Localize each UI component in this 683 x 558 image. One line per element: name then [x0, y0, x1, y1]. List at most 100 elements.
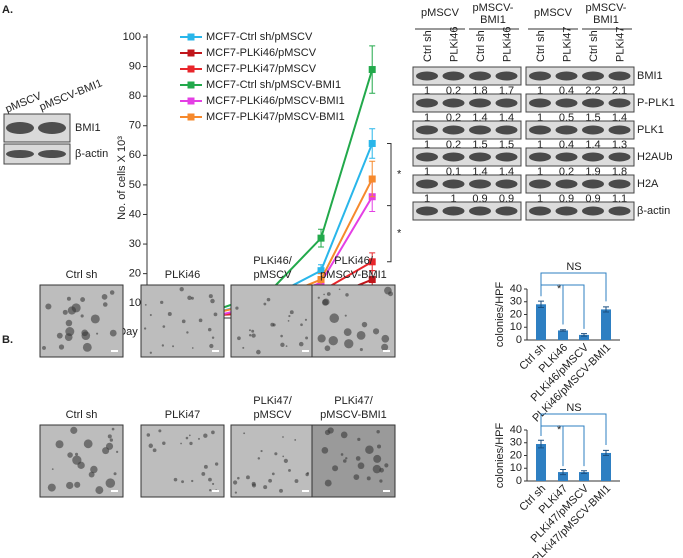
blot-band — [582, 98, 604, 108]
colony — [65, 319, 73, 327]
group-label: pMSCV — [421, 7, 460, 19]
legend-marker — [187, 113, 195, 121]
colony — [268, 478, 272, 483]
legend-label: MCF7-PLKi47/pMSCV — [206, 63, 317, 75]
colony — [235, 306, 239, 310]
colony — [179, 287, 184, 292]
colony — [329, 313, 340, 323]
colony-image — [39, 284, 124, 358]
y-tick-label: 0 — [516, 334, 522, 346]
colony — [237, 336, 241, 341]
error-bar — [581, 470, 587, 474]
blot-band — [416, 125, 438, 135]
y-tick-label: 20 — [129, 268, 141, 280]
colony — [173, 477, 178, 482]
band-quant: 1 — [537, 139, 543, 151]
blot-band — [608, 125, 631, 135]
blot-band — [469, 71, 491, 81]
legend-marker — [187, 97, 195, 105]
y-tick-label: 70 — [129, 120, 141, 132]
image-label: pMSCV — [254, 409, 293, 421]
colony — [361, 321, 368, 328]
y-tick-label: 30 — [129, 238, 141, 250]
colony — [326, 292, 331, 296]
colony — [317, 334, 326, 343]
blot-band — [495, 98, 518, 108]
blot-band — [6, 122, 34, 134]
colony — [344, 339, 354, 349]
colony — [365, 445, 374, 455]
band-quant: 1 — [537, 166, 543, 178]
blot-band — [555, 152, 578, 162]
colony — [191, 347, 194, 349]
blot-band — [582, 152, 604, 162]
colony — [88, 471, 95, 478]
row-label: PLK1 — [637, 124, 664, 136]
blot-band — [582, 125, 604, 135]
annotation: * — [397, 228, 402, 240]
image-label: PLKi47/ — [334, 395, 373, 407]
colony — [289, 310, 294, 315]
blot-band — [416, 71, 438, 81]
y-tick-label: 40 — [510, 424, 522, 436]
colony — [189, 441, 193, 446]
colony — [146, 433, 151, 437]
colony — [203, 464, 208, 469]
blot-band — [442, 125, 465, 135]
colony — [376, 429, 380, 434]
blot-strip — [525, 174, 635, 194]
colony — [256, 349, 261, 355]
colony — [248, 329, 251, 332]
blot-band — [442, 179, 465, 189]
colony — [74, 481, 81, 488]
error-bar — [603, 449, 609, 456]
colony — [208, 294, 213, 299]
colony — [56, 332, 63, 339]
error-bar — [560, 329, 566, 332]
series-marker — [368, 66, 376, 74]
significance-bracket — [387, 142, 392, 263]
blot-band — [608, 179, 631, 189]
colony — [149, 351, 152, 354]
blot-strip — [412, 93, 522, 113]
blot-strip — [412, 66, 522, 86]
colony — [381, 343, 389, 351]
colony — [55, 440, 64, 449]
colony — [80, 314, 84, 318]
y-tick-label: 80 — [129, 90, 141, 102]
y-tick-label: 40 — [129, 208, 141, 220]
colony — [263, 302, 267, 306]
colony — [304, 318, 308, 321]
blot-band — [555, 125, 578, 135]
colony — [75, 452, 79, 456]
blot-strip — [412, 174, 522, 194]
colony — [328, 335, 338, 346]
colony — [58, 344, 65, 350]
colony — [211, 430, 215, 435]
colony — [263, 485, 268, 490]
legend-label: MCF7-Ctrl sh/pMSCV-BMI1 — [206, 79, 341, 91]
blot-band — [495, 206, 518, 216]
error-bar — [603, 306, 609, 313]
blot-strip — [525, 201, 635, 221]
y-tick-label: 20 — [510, 449, 522, 461]
blot-band — [38, 122, 66, 134]
blot-strip — [412, 120, 522, 140]
colony — [162, 441, 166, 446]
y-tick-label: 0 — [516, 475, 522, 487]
colony — [90, 314, 100, 324]
colony — [90, 465, 98, 474]
group-label: BMI1 — [480, 14, 506, 26]
blot-band — [529, 98, 551, 108]
row-label: H2A — [637, 178, 659, 190]
lane-label: Ctrl sh — [588, 30, 600, 62]
colony — [207, 327, 212, 332]
colony — [209, 489, 212, 492]
colony — [282, 436, 284, 438]
blot-band — [529, 179, 551, 189]
y-axis-label: No. of cells X 10³ — [116, 136, 128, 220]
error-bar — [538, 439, 544, 449]
colony — [203, 433, 208, 438]
colony — [251, 333, 256, 338]
